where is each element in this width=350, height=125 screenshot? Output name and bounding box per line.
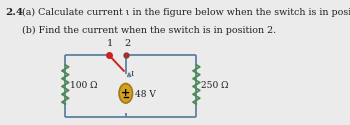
Text: 1: 1 — [106, 39, 113, 48]
Text: 100 Ω: 100 Ω — [70, 81, 98, 90]
Text: 2.4: 2.4 — [5, 8, 23, 17]
Text: +: + — [121, 88, 130, 98]
Text: ι: ι — [131, 69, 134, 78]
Text: 2: 2 — [125, 39, 131, 48]
Text: (b) Find the current when the switch is in position 2.: (b) Find the current when the switch is … — [22, 26, 276, 35]
Text: 250 Ω: 250 Ω — [201, 81, 229, 90]
Text: 48 V: 48 V — [134, 90, 155, 99]
Text: (a) Calculate current ι in the figure below when the switch is in position 1.: (a) Calculate current ι in the figure be… — [22, 8, 350, 17]
Circle shape — [119, 84, 133, 103]
